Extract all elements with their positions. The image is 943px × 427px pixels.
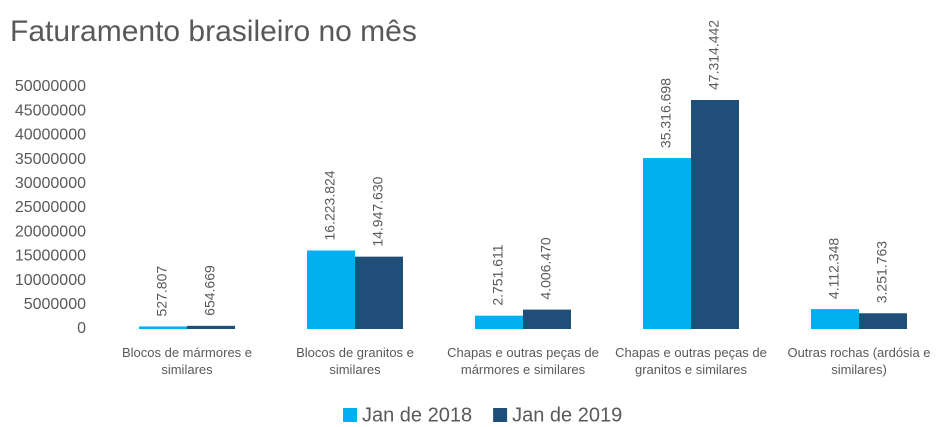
bar xyxy=(523,309,571,329)
data-label: 4.112.348 xyxy=(826,238,842,299)
bar xyxy=(643,158,691,329)
y-tick-label: 35000000 xyxy=(15,151,86,168)
data-label: 16.223.824 xyxy=(322,170,338,240)
x-tick-label: Blocos de mármores e similares xyxy=(121,345,253,377)
y-tick-label: 50000000 xyxy=(15,78,86,95)
legend-swatch xyxy=(343,408,357,422)
legend-label: Jan de 2018 xyxy=(362,404,472,426)
data-label: 14.947.630 xyxy=(370,176,386,246)
y-tick-label: 20000000 xyxy=(15,223,86,240)
y-tick-label: 25000000 xyxy=(15,199,86,216)
bar xyxy=(187,325,235,329)
y-tick-label: 15000000 xyxy=(15,248,86,265)
legend-swatch xyxy=(493,408,508,422)
x-tick-label: Chapas e outras peças de mármores e simi… xyxy=(447,345,599,377)
y-tick-label: 40000000 xyxy=(15,127,86,144)
data-label: 47.314.442 xyxy=(706,20,722,90)
bar xyxy=(475,315,523,329)
y-tick-label: 5000000 xyxy=(24,296,86,313)
bar xyxy=(139,326,187,329)
data-label: 527.807 xyxy=(154,266,170,317)
y-tick-label: 0 xyxy=(77,320,86,337)
x-tick-label: Blocos de granitos e similares xyxy=(296,345,414,377)
y-tick-label: 10000000 xyxy=(15,272,86,289)
bar xyxy=(859,313,907,329)
bar xyxy=(691,99,739,329)
data-label: 2.751.611 xyxy=(490,244,506,305)
legend-label: Jan de 2019 xyxy=(512,404,622,426)
x-tick-label: Outras rochas (ardósia e similares) xyxy=(787,345,931,377)
bar xyxy=(355,256,403,329)
bar xyxy=(811,309,859,329)
x-tick-label: Chapas e outras peças de granitos e simi… xyxy=(615,345,767,377)
y-tick-label: 30000000 xyxy=(15,175,86,192)
y-tick-label: 45000000 xyxy=(15,102,86,119)
data-label: 4.006.470 xyxy=(538,237,554,299)
data-label: 654.669 xyxy=(202,265,218,316)
data-label: 35.316.698 xyxy=(658,78,674,148)
chart-title: Faturamento brasileiro no mês xyxy=(10,15,417,48)
bar xyxy=(307,250,355,329)
data-label: 3.251.763 xyxy=(874,241,890,303)
